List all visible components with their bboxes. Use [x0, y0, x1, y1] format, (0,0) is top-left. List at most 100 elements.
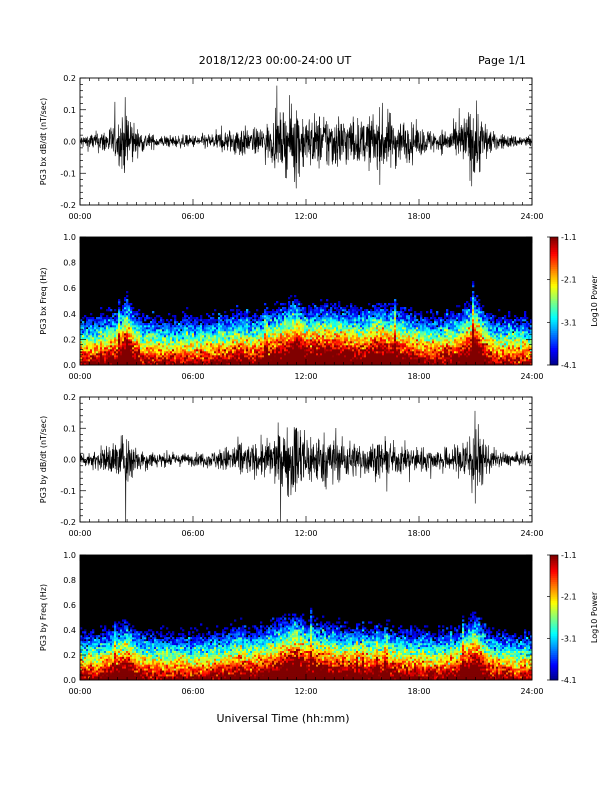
spectrogram-cell — [164, 353, 167, 356]
spectrogram-cell — [294, 309, 297, 312]
spectrogram-cell — [438, 341, 441, 344]
spectrogram-cell — [82, 359, 85, 362]
spectrogram-cell — [260, 335, 263, 338]
spectrogram-cell — [288, 301, 291, 304]
spectrogram-cell — [118, 321, 121, 324]
spectrogram-cell — [368, 323, 371, 326]
spectrogram-cell — [134, 349, 137, 352]
spectrogram-cell — [128, 319, 131, 322]
spectrogram-cell — [114, 335, 117, 338]
spectrogram-cell — [414, 313, 417, 316]
spectrogram-cell — [96, 349, 99, 352]
spectrogram-cell — [100, 321, 103, 324]
spectrogram-cell — [392, 341, 395, 344]
spectrogram-cell — [188, 363, 191, 366]
spectrogram-cell — [388, 337, 391, 340]
spectrogram-cell — [100, 333, 103, 336]
spectrogram-cell — [340, 315, 343, 318]
spectrogram-cell — [400, 333, 403, 336]
spectrogram-cell — [204, 329, 207, 332]
spectrogram-cell — [220, 359, 223, 362]
spectrogram-cell — [434, 355, 437, 358]
spectrogram-cell — [218, 341, 221, 344]
spectrogram-cell — [326, 331, 329, 334]
spectrogram-cell — [284, 351, 287, 354]
spectrogram-cell — [434, 337, 437, 340]
spectrogram-cell — [158, 339, 161, 342]
spectrogram-cell — [130, 335, 133, 338]
spectrogram-cell — [410, 351, 413, 354]
spectrogram-cell — [224, 331, 227, 334]
spectrogram-cell — [446, 327, 449, 330]
spectrogram-cell — [278, 355, 281, 358]
spectrogram-cell — [98, 323, 101, 326]
spectrogram-cell — [420, 323, 423, 326]
spectrogram-cell — [412, 327, 415, 330]
spectrogram-cell — [244, 351, 247, 354]
spectrogram-cell — [268, 325, 271, 328]
spectrogram-cell — [334, 353, 337, 356]
spectrogram-cell — [242, 329, 245, 332]
spectrogram-cell — [84, 351, 87, 354]
spectrogram-cell — [372, 319, 375, 322]
spectrogram-cell — [410, 319, 413, 322]
spectrogram-cell — [314, 329, 317, 332]
spectrogram-cell — [406, 343, 409, 346]
spectrogram-cell — [300, 343, 303, 346]
spectrogram-cell — [262, 315, 265, 318]
spectrogram-cell — [170, 347, 173, 350]
spectrogram-cell — [210, 361, 213, 364]
spectrogram-cell — [322, 329, 325, 332]
spectrogram-cell — [324, 359, 327, 362]
spectrogram-cell — [248, 311, 251, 314]
spectrogram-cell — [120, 317, 123, 320]
spectrogram-cell — [238, 339, 241, 342]
spectrogram-cell — [116, 351, 119, 354]
spectrogram-cell — [154, 359, 157, 362]
spectrogram-cell — [432, 363, 435, 366]
spectrogram-cell — [338, 323, 341, 326]
spectrogram-cell — [258, 319, 261, 322]
spectrogram-cell — [114, 347, 117, 350]
spectrogram-cell — [90, 321, 93, 324]
spectrogram-cell — [222, 351, 225, 354]
spectrogram-cell — [378, 333, 381, 336]
spectrogram-cell — [200, 359, 203, 362]
spectrogram-cell — [226, 321, 229, 324]
spectrogram-cell — [172, 337, 175, 340]
spectrogram-cell — [384, 363, 387, 366]
spectrogram-cell — [230, 337, 233, 340]
spectrogram-cell — [296, 359, 299, 362]
spectrogram-cell — [236, 337, 239, 340]
spectrogram-cell — [206, 355, 209, 358]
spectrogram-cell — [296, 347, 299, 350]
spectrogram-cell — [198, 353, 201, 356]
spectrogram-cell — [86, 339, 89, 342]
spectrogram-cell — [184, 333, 187, 336]
spectrogram-cell — [390, 333, 393, 336]
spectrogram-cell — [156, 353, 159, 356]
spectrogram-cell — [284, 309, 287, 312]
spectrogram-cell — [152, 355, 155, 358]
spectrogram-cell — [348, 315, 351, 318]
spectrogram-cell — [422, 361, 425, 364]
spectrogram-cell — [88, 351, 91, 354]
spectrogram-cell — [424, 361, 427, 364]
spectrogram-cell — [86, 333, 89, 336]
spectrogram-cell — [332, 327, 335, 330]
spectrogram-cell — [406, 339, 409, 342]
spectrogram-cell — [254, 339, 257, 342]
spectrogram-cell — [210, 339, 213, 342]
spectrogram-cell — [384, 353, 387, 356]
spectrogram-cell — [250, 347, 253, 350]
spectrogram-cell — [388, 313, 391, 316]
spectrogram-cell — [154, 353, 157, 356]
spectrogram-cell — [290, 345, 293, 348]
spectrogram-cell — [228, 341, 231, 344]
spectrogram-cell — [292, 319, 295, 322]
spectrogram-cell — [228, 323, 231, 326]
spectrogram-cell — [204, 359, 207, 362]
spectrogram-cell — [256, 337, 259, 340]
spectrogram-cell — [400, 307, 403, 310]
spectrogram-cell — [306, 357, 309, 360]
